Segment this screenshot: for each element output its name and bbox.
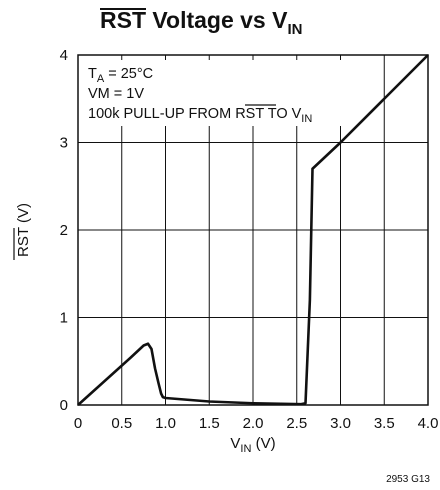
x-tick-label-0: 0 <box>74 415 82 432</box>
x-tick-label-2: 1.0 <box>155 415 176 432</box>
annotation-ta-main: T <box>88 66 97 82</box>
x-tick-label-1: 0.5 <box>111 415 132 432</box>
y-axis-label-rst: RST <box>15 227 32 257</box>
x-tick-label-7: 3.5 <box>374 415 395 432</box>
y-tick-label-0: 0 <box>60 397 68 414</box>
y-tick-labels: 0 1 2 3 4 <box>60 47 68 414</box>
annotation-pullup-rst: RST <box>235 106 264 122</box>
x-axis-label-main: V <box>230 435 240 452</box>
chart-title: RST Voltage vs VIN <box>100 7 302 38</box>
y-axis-label-group: RST (V) <box>13 203 32 260</box>
x-axis-label: VIN (V) <box>230 435 275 455</box>
annotation-ta-sub: A <box>97 73 105 85</box>
y-tick-label-2: 2 <box>60 222 68 239</box>
y-axis-label-unit: (V) <box>15 203 32 227</box>
x-axis-label-sub: IN <box>240 443 251 455</box>
title-sub: IN <box>287 21 302 38</box>
annotation-ta: TA = 25°C <box>88 66 153 85</box>
series-line-rst <box>77 54 429 406</box>
x-tick-label-3: 1.5 <box>199 415 220 432</box>
annotation-ta-rest: = 25°C <box>104 66 153 82</box>
annotation-pullup-sub: IN <box>301 113 312 125</box>
y-axis-label: RST (V) <box>15 203 32 257</box>
x-tick-label-5: 2.5 <box>286 415 307 432</box>
figure-code: 2953 G13 <box>386 474 430 485</box>
title-middle: Voltage vs V <box>146 7 288 33</box>
annotation-pullup: 100k PULL-UP FROM RST TO VIN <box>88 106 312 125</box>
y-tick-label-1: 1 <box>60 310 68 327</box>
annotation-background <box>84 60 346 126</box>
title-rst: RST <box>100 7 146 33</box>
plot-frame <box>77 54 429 406</box>
annotation-vm: VM = 1V <box>88 86 144 102</box>
x-axis-label-unit: (V) <box>251 435 275 452</box>
y-tick-label-4: 4 <box>60 47 68 64</box>
annotation-pullup-mid: TO V <box>264 106 302 122</box>
annotation-pullup-pre: 100k PULL-UP FROM <box>88 106 235 122</box>
x-tick-label-4: 2.0 <box>243 415 264 432</box>
x-tick-label-6: 3.0 <box>330 415 351 432</box>
x-tick-label-8: 4.0 <box>418 415 439 432</box>
x-tick-labels: 0 0.5 1.0 1.5 2.0 2.5 3.0 3.5 4.0 <box>74 415 439 432</box>
y-tick-label-3: 3 <box>60 135 68 152</box>
